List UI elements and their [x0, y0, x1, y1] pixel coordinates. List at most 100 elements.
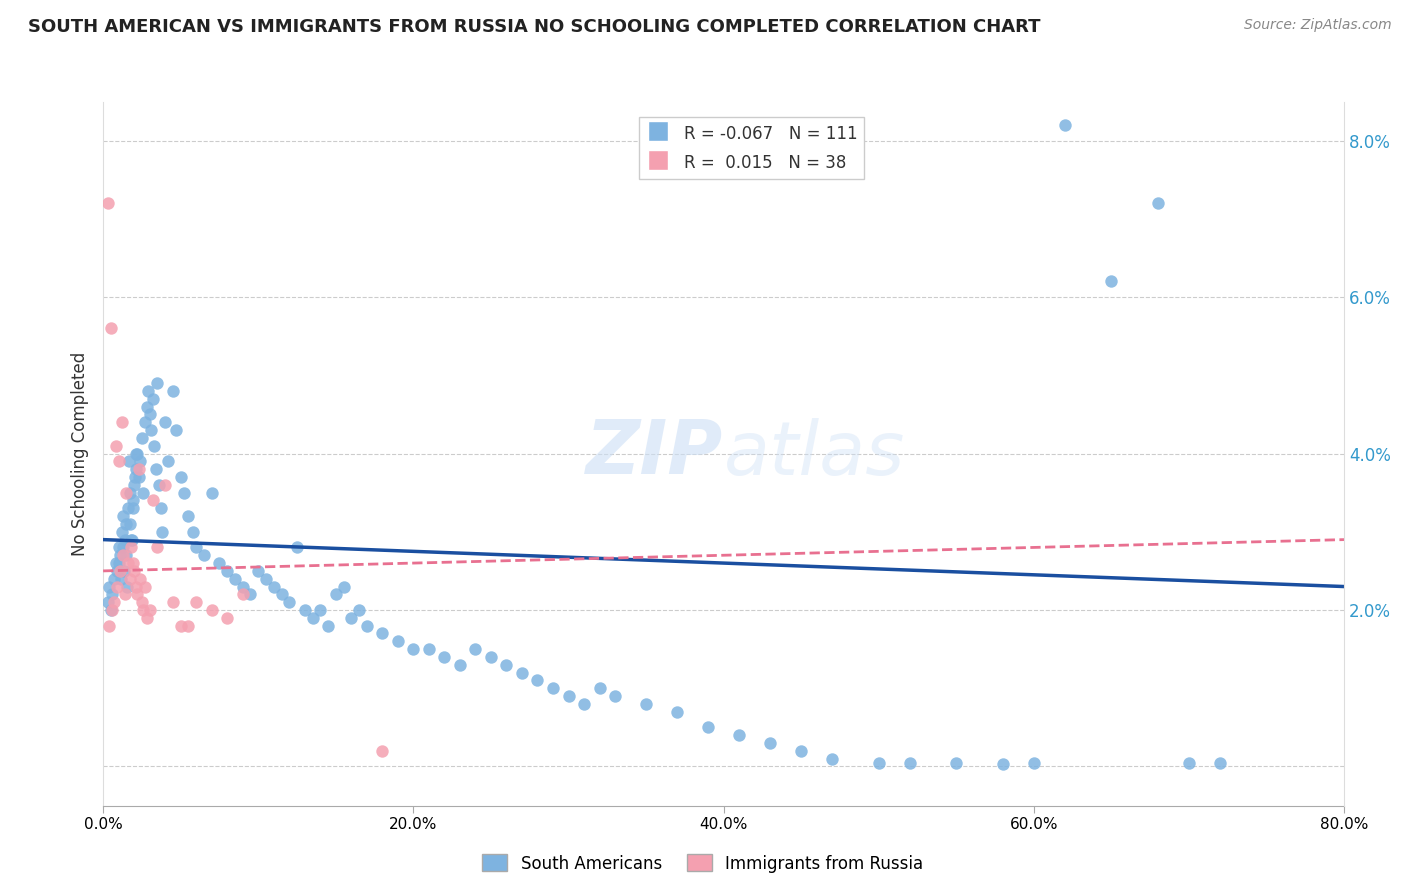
Point	[114, 548, 136, 562]
Point	[165, 423, 187, 437]
Point	[991, 757, 1014, 772]
Point	[97, 196, 120, 211]
Point	[666, 705, 689, 719]
Point	[728, 728, 751, 742]
Point	[697, 720, 720, 734]
Point	[100, 603, 122, 617]
Point	[136, 384, 159, 398]
Point	[118, 454, 141, 468]
Point	[325, 587, 347, 601]
Point	[138, 408, 160, 422]
Point	[98, 618, 121, 632]
Point	[112, 564, 135, 578]
Point	[112, 509, 135, 524]
Point	[98, 580, 121, 594]
Point	[526, 673, 548, 688]
Point	[138, 603, 160, 617]
Point	[387, 634, 409, 648]
Point	[170, 470, 193, 484]
Point	[186, 595, 208, 609]
Point	[1209, 756, 1232, 770]
Point	[111, 541, 134, 555]
Point	[201, 603, 224, 617]
Point	[125, 580, 148, 594]
Point	[309, 603, 332, 617]
Point	[107, 541, 129, 555]
Point	[108, 564, 131, 578]
Point	[285, 541, 308, 555]
Point	[254, 572, 277, 586]
Point	[107, 454, 129, 468]
Point	[122, 501, 145, 516]
Point	[821, 752, 844, 766]
Point	[371, 626, 394, 640]
Point	[1178, 756, 1201, 770]
Point	[127, 587, 149, 601]
Point	[232, 580, 254, 594]
Point	[153, 415, 176, 429]
Point	[1101, 275, 1123, 289]
Point	[127, 446, 149, 460]
Point	[232, 587, 254, 601]
Point	[898, 756, 921, 770]
Point	[145, 462, 167, 476]
Point	[510, 665, 533, 680]
Point	[557, 689, 579, 703]
Point	[181, 524, 204, 539]
Point	[141, 423, 163, 437]
Point	[479, 649, 502, 664]
Point	[247, 564, 270, 578]
Point	[101, 587, 124, 601]
Point	[418, 642, 440, 657]
Point	[263, 580, 285, 594]
Point	[134, 580, 156, 594]
Point	[217, 564, 239, 578]
Point	[301, 611, 323, 625]
Point	[122, 564, 145, 578]
Point	[115, 485, 138, 500]
Point	[104, 439, 127, 453]
Point	[356, 618, 378, 632]
Point	[120, 516, 142, 531]
Point	[1147, 196, 1170, 211]
Point	[120, 533, 142, 547]
Point	[108, 556, 131, 570]
Point	[117, 501, 139, 516]
Point	[193, 548, 215, 562]
Point	[129, 454, 152, 468]
Point	[129, 572, 152, 586]
Point	[541, 681, 564, 696]
Point	[157, 454, 180, 468]
Point	[148, 478, 170, 492]
Point	[125, 462, 148, 476]
Point	[186, 541, 208, 555]
Point	[146, 376, 169, 391]
Point	[135, 611, 157, 625]
Point	[177, 509, 200, 524]
Point	[122, 478, 145, 492]
Point	[149, 501, 172, 516]
Point	[464, 642, 486, 657]
Point	[120, 541, 142, 555]
Point	[121, 493, 143, 508]
Point	[103, 572, 125, 586]
Point	[162, 595, 184, 609]
Text: ZIP: ZIP	[586, 417, 724, 490]
Point	[142, 392, 165, 406]
Point	[131, 431, 153, 445]
Point	[105, 580, 128, 594]
Point	[118, 485, 141, 500]
Text: SOUTH AMERICAN VS IMMIGRANTS FROM RUSSIA NO SCHOOLING COMPLETED CORRELATION CHAR: SOUTH AMERICAN VS IMMIGRANTS FROM RUSSIA…	[28, 18, 1040, 36]
Point	[173, 485, 195, 500]
Legend: South Americans, Immigrants from Russia: South Americans, Immigrants from Russia	[475, 847, 931, 880]
Point	[111, 415, 134, 429]
Point	[588, 681, 610, 696]
Point	[128, 462, 150, 476]
Point	[118, 572, 141, 586]
Point	[114, 587, 136, 601]
Point	[112, 548, 135, 562]
Point	[270, 587, 292, 601]
Point	[433, 649, 456, 664]
Point	[128, 470, 150, 484]
Point	[340, 611, 363, 625]
